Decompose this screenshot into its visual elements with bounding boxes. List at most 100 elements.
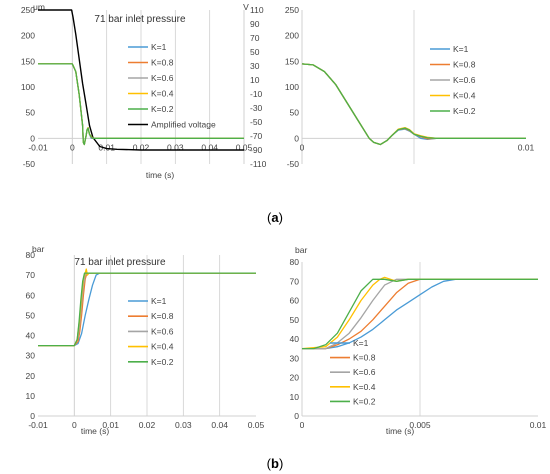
series-line — [38, 9, 244, 151]
x-tick-label: -0.01 — [28, 420, 48, 430]
y2-tick-label: -110 — [250, 159, 267, 169]
y-tick-label: 10 — [290, 392, 300, 402]
y-tick-label: 40 — [26, 331, 36, 341]
y-tick-label: 80 — [290, 257, 300, 267]
legend-label: K=0.4 — [453, 91, 476, 101]
x-tick-label: 0.05 — [248, 420, 265, 430]
y-tick-label: 60 — [26, 290, 36, 300]
caption-a: (a) — [267, 210, 283, 225]
y-tick-label: 250 — [285, 5, 299, 15]
x-axis-label: time (s) — [386, 426, 415, 436]
x-tick-label: 0 — [300, 142, 305, 152]
y-tick-label: 150 — [21, 56, 35, 66]
chart-a-left: -50 0 50 100 150 200 250 -110 -90 -70 -50 -30 -10 10 3… — [21, 2, 267, 180]
legend-label: K=0.6 — [151, 73, 174, 83]
y-tick-label: 100 — [21, 82, 35, 92]
y-tick-label: 250 — [21, 5, 35, 15]
chart-b-right: 0 10 20 30 40 50 60 70 80 0 0.005 0.01 bar time (s) K=… — [290, 245, 547, 436]
series-line — [301, 63, 526, 146]
y-tick-label: 60 — [290, 296, 300, 306]
y-tick-label: -50 — [287, 159, 300, 169]
x-tick-label: 0.02 — [133, 142, 150, 152]
y-axis-unit: bar — [295, 245, 307, 255]
x-tick-label: 0.04 — [211, 420, 228, 430]
y2-tick-label: -50 — [250, 117, 263, 127]
x-tick-label: 0.005 — [409, 420, 431, 430]
y-tick-label: 70 — [26, 270, 36, 280]
y-tick-label: 50 — [290, 108, 300, 118]
y-tick-label: 30 — [26, 351, 36, 361]
y-axis-unit: μm — [33, 2, 45, 12]
legend-label: K=0.2 — [151, 357, 174, 367]
y-tick-label: 20 — [290, 373, 300, 383]
legend-label: K=0.4 — [151, 89, 174, 99]
x-tick-label: 0.01 — [102, 420, 119, 430]
legend-label: K=0.2 — [453, 106, 476, 116]
legend-label: K=0.4 — [353, 382, 376, 392]
series-line — [302, 278, 538, 350]
y-tick-label: 30 — [290, 353, 300, 363]
legend-label: K=0.6 — [453, 75, 476, 85]
y2-tick-label: 90 — [250, 19, 260, 29]
y2-tick-label: -70 — [250, 131, 263, 141]
y-tick-label: 150 — [285, 56, 299, 66]
x-tick-label: -0.01 — [28, 142, 48, 152]
x-tick-label: 0.03 — [175, 420, 192, 430]
y2-tick-label: 50 — [250, 47, 260, 57]
y-axis-unit: bar — [32, 244, 44, 254]
y2-tick-label: 70 — [250, 33, 260, 43]
legend-label: K=1 — [353, 338, 369, 348]
y-tick-label: 50 — [290, 315, 300, 325]
y-tick-label: 0 — [30, 411, 35, 421]
x-axis-label: time (s) — [81, 426, 110, 436]
y2-tick-label: -30 — [250, 103, 263, 113]
y-tick-label: 50 — [26, 310, 36, 320]
y-tick-label: 0 — [30, 133, 35, 143]
legend-label: K=1 — [453, 44, 469, 54]
y-tick-label: 20 — [26, 371, 36, 381]
y-tick-label: 0 — [294, 133, 299, 143]
y-tick-label: -50 — [23, 159, 36, 169]
y-tick-label: 50 — [26, 108, 36, 118]
y2-tick-label: -90 — [250, 145, 263, 155]
y2-axis-unit: V — [243, 2, 249, 12]
y-tick-label: 80 — [26, 250, 36, 260]
legend-label: K=0.2 — [151, 104, 174, 114]
y-tick-label: 0 — [294, 411, 299, 421]
y-tick-label: 100 — [285, 82, 299, 92]
legend-label: K=0.8 — [453, 60, 476, 70]
series-line — [38, 63, 244, 146]
x-tick-label: 0.01 — [530, 420, 547, 430]
y2-tick-label: 30 — [250, 61, 260, 71]
x-axis-label: time (s) — [146, 170, 175, 180]
y2-tick-label: 110 — [250, 5, 264, 15]
series-line — [302, 278, 538, 350]
y2-tick-label: 10 — [250, 75, 260, 85]
x-tick-label: 0.03 — [167, 142, 184, 152]
y-tick-label: 200 — [285, 31, 299, 41]
legend-label: Amplified voltage — [151, 120, 216, 130]
y2-tick-label: -10 — [250, 89, 263, 99]
legend-label: K=0.2 — [353, 396, 376, 406]
chart-title: 71 bar inlet pressure — [94, 14, 186, 25]
x-tick-label: 0 — [72, 420, 77, 430]
legend-label: K=1 — [151, 42, 167, 52]
legend-label: K=0.8 — [353, 353, 376, 363]
x-tick-label: 0.05 — [236, 142, 253, 152]
x-tick-label: 0.02 — [139, 420, 156, 430]
legend-label: K=0.6 — [353, 367, 376, 377]
legend-label: K=1 — [151, 296, 167, 306]
x-tick-label: 0.01 — [98, 142, 115, 152]
x-tick-label: 0.01 — [518, 142, 535, 152]
legend-label: K=0.8 — [151, 311, 174, 321]
chart-title: 71 bar inlet pressure — [74, 257, 166, 268]
series-line — [38, 272, 256, 347]
x-tick-label: 0.04 — [201, 142, 218, 152]
y-tick-label: 70 — [290, 276, 300, 286]
caption-b: (b) — [267, 456, 284, 471]
x-tick-label: 0 — [300, 420, 305, 430]
legend-label: K=0.6 — [151, 326, 174, 336]
